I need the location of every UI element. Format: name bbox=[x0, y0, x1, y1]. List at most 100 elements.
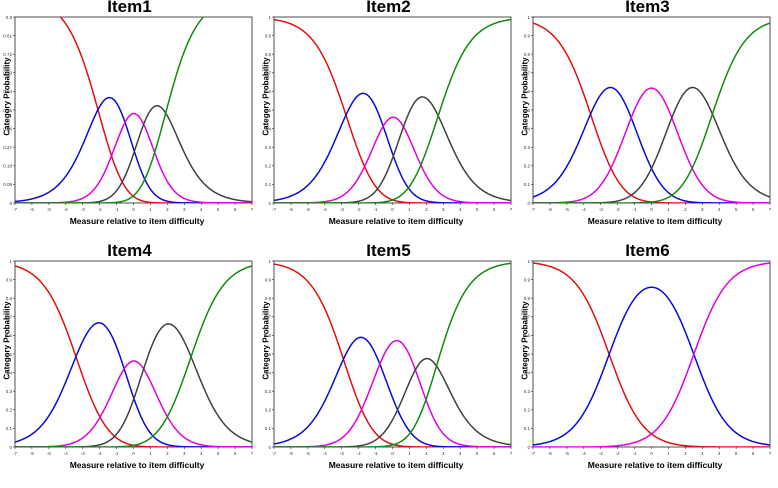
x-tick-label: 6 bbox=[752, 207, 755, 212]
x-tick-label: -6 bbox=[289, 451, 293, 456]
x-tick-label: 4 bbox=[718, 207, 721, 212]
x-tick-label: 5 bbox=[476, 207, 479, 212]
x-tick-label: 6 bbox=[234, 207, 237, 212]
y-tick-label: 0.1 bbox=[524, 182, 531, 187]
y-tick-label: 0 bbox=[9, 445, 12, 450]
x-tick-label: 4 bbox=[459, 451, 462, 456]
x-tick-label: -3 bbox=[599, 451, 603, 456]
x-axis-label: Measure relative to item difficulty bbox=[328, 460, 464, 470]
x-tick-label: 4 bbox=[200, 451, 203, 456]
plot-area: 0 0.1 0.2 0.3 0.4 0.5 0.6 0.7 0.8 0.9 1 -7 -6 -5 -4 -3 -… bbox=[6, 259, 254, 456]
y-tick-label: 0.2 bbox=[265, 164, 272, 169]
y-tick-label: 0.4 bbox=[265, 126, 272, 131]
y-tick-label: 0.3 bbox=[524, 389, 531, 394]
x-tick-label: 3 bbox=[183, 451, 186, 456]
y-tick-label: 0.8 bbox=[265, 296, 272, 301]
x-tick-label: 0 bbox=[391, 207, 394, 212]
x-tick-label: 6 bbox=[234, 451, 237, 456]
y-tick-label: 0.5 bbox=[265, 108, 272, 113]
y-tick-label: 1 bbox=[527, 15, 530, 20]
x-tick-label: -1 bbox=[115, 451, 119, 456]
y-tick-label: 0.2 bbox=[524, 164, 531, 169]
plot-frame bbox=[14, 260, 253, 448]
x-tick-label: -5 bbox=[565, 451, 569, 456]
x-tick-label: 2 bbox=[425, 451, 428, 456]
x-tick-label: 2 bbox=[166, 207, 169, 212]
y-tick-label: 0.4 bbox=[6, 370, 13, 375]
chart-title: Item1 bbox=[107, 0, 152, 16]
x-tick-label: -6 bbox=[548, 207, 552, 212]
x-tick-label: -7 bbox=[272, 207, 276, 212]
y-tick-label: 0.5 bbox=[6, 352, 13, 357]
category-curve-2 bbox=[533, 87, 770, 203]
y-tick-label: 0 bbox=[527, 201, 530, 206]
x-tick-label: -4 bbox=[582, 451, 586, 456]
chart-title: Item4 bbox=[107, 241, 152, 260]
x-tick-label: -5 bbox=[306, 207, 310, 212]
x-tick-label: 6 bbox=[752, 451, 755, 456]
x-tick-label: 5 bbox=[735, 451, 738, 456]
x-tick-label: -4 bbox=[323, 207, 327, 212]
x-tick-label: -4 bbox=[582, 207, 586, 212]
plot-area: 0 0.1 0.2 0.3 0.4 0.5 0.6 0.7 0.8 0.9 1 -7 -6 -5 -4 -3 -… bbox=[265, 259, 513, 456]
plot-area: 0 0.1 0.2 0.3 0.4 0.5 0.6 0.7 0.8 0.9 1 -7 -6 -5 -4 -3 -… bbox=[265, 15, 513, 212]
x-tick-label: 3 bbox=[442, 451, 445, 456]
x-tick-label: -6 bbox=[30, 451, 34, 456]
x-tick-label: 5 bbox=[217, 207, 220, 212]
x-tick-label: 5 bbox=[735, 207, 738, 212]
y-tick-label: 0.6 bbox=[265, 89, 272, 94]
y-tick-label: 0.3 bbox=[265, 389, 272, 394]
x-tick-label: -1 bbox=[374, 451, 378, 456]
y-tick-label: 0.9 bbox=[265, 277, 272, 282]
y-tick-label: 1 bbox=[268, 259, 271, 264]
x-tick-label: -1 bbox=[374, 207, 378, 212]
x-tick-label: 6 bbox=[493, 207, 496, 212]
category-curve-3 bbox=[533, 86, 770, 203]
y-tick-label: 0.54 bbox=[3, 89, 12, 94]
x-tick-label: 6 bbox=[493, 451, 496, 456]
chart-title: Item3 bbox=[625, 0, 670, 16]
y-tick-label: 0.18 bbox=[3, 164, 12, 169]
chart-title: Item2 bbox=[366, 0, 411, 16]
x-tick-label: -5 bbox=[306, 451, 310, 456]
category-curve-3 bbox=[15, 104, 252, 203]
y-tick-label: 0.8 bbox=[524, 52, 531, 57]
x-tick-label: 3 bbox=[442, 207, 445, 212]
chart-panel-item6: Item6 Category Probability Measure relat… bbox=[518, 241, 777, 488]
x-tick-label: -5 bbox=[565, 207, 569, 212]
y-tick-label: 0.45 bbox=[3, 108, 12, 113]
x-tick-label: -2 bbox=[616, 451, 620, 456]
y-tick-label: 0.6 bbox=[524, 89, 531, 94]
y-tick-label: 1 bbox=[268, 15, 271, 20]
category-curve-1 bbox=[274, 336, 511, 447]
y-tick-label: 0.09 bbox=[3, 182, 12, 187]
y-tick-label: 0.7 bbox=[524, 315, 531, 320]
x-tick-label: 1 bbox=[149, 207, 152, 212]
y-tick-label: 0.36 bbox=[3, 126, 12, 131]
x-tick-label: -7 bbox=[531, 451, 535, 456]
x-tick-label: -1 bbox=[633, 207, 637, 212]
x-tick-label: 7 bbox=[510, 207, 513, 212]
x-tick-label: -7 bbox=[13, 207, 17, 212]
chart-panel-item5: Item5 Category Probability Measure relat… bbox=[259, 241, 518, 488]
x-tick-label: -4 bbox=[64, 451, 68, 456]
y-tick-label: 0.4 bbox=[265, 370, 272, 375]
x-axis-label: Measure relative to item difficulty bbox=[587, 216, 723, 226]
x-tick-label: -3 bbox=[599, 207, 603, 212]
x-tick-label: -2 bbox=[616, 207, 620, 212]
y-tick-label: 0.2 bbox=[6, 408, 13, 413]
y-tick-label: 0.3 bbox=[265, 145, 272, 150]
category-curve-1 bbox=[274, 92, 511, 203]
plot-frame bbox=[273, 260, 512, 448]
y-tick-label: 0.9 bbox=[524, 33, 531, 38]
x-tick-label: -6 bbox=[289, 207, 293, 212]
x-tick-label: 2 bbox=[684, 451, 687, 456]
y-tick-label: 0.7 bbox=[6, 315, 13, 320]
x-tick-label: 4 bbox=[718, 451, 721, 456]
x-tick-label: -4 bbox=[64, 207, 68, 212]
category-curve-2 bbox=[533, 262, 770, 447]
y-tick-label: 0.1 bbox=[265, 182, 272, 187]
y-tick-label: 0.7 bbox=[265, 71, 272, 76]
y-tick-label: 0.63 bbox=[3, 71, 12, 76]
y-tick-label: 0.9 bbox=[6, 15, 13, 20]
